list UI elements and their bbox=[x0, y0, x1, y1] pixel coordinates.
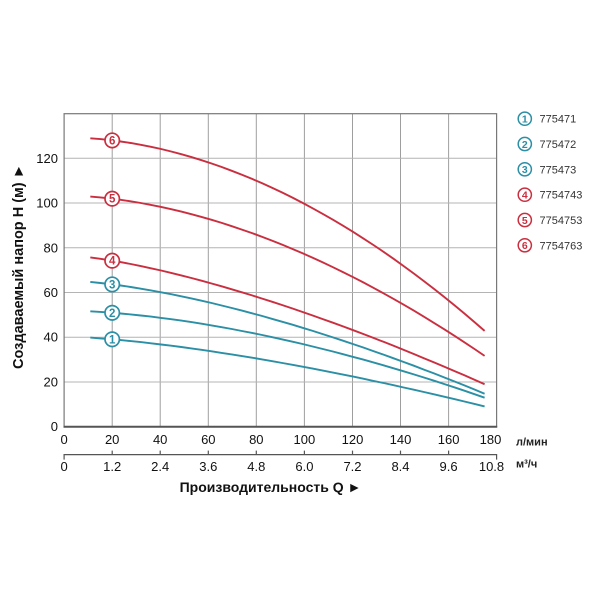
svg-text:20: 20 bbox=[105, 432, 119, 447]
svg-text:4.8: 4.8 bbox=[247, 459, 265, 474]
svg-text:7754753: 7754753 bbox=[540, 215, 583, 227]
svg-text:180: 180 bbox=[480, 432, 502, 447]
svg-text:100: 100 bbox=[294, 432, 316, 447]
svg-text:6: 6 bbox=[522, 240, 528, 252]
svg-text:6.0: 6.0 bbox=[295, 459, 313, 474]
svg-text:5: 5 bbox=[109, 194, 116, 206]
svg-text:0: 0 bbox=[51, 419, 58, 434]
svg-text:7754763: 7754763 bbox=[540, 240, 583, 252]
svg-text:120: 120 bbox=[36, 151, 58, 166]
svg-text:100: 100 bbox=[36, 196, 58, 211]
svg-text:7.2: 7.2 bbox=[343, 459, 361, 474]
svg-text:0: 0 bbox=[60, 432, 67, 447]
svg-text:20: 20 bbox=[44, 375, 58, 390]
svg-text:3: 3 bbox=[522, 164, 528, 176]
svg-text:3.6: 3.6 bbox=[199, 459, 217, 474]
svg-text:80: 80 bbox=[44, 240, 58, 255]
svg-text:775472: 775472 bbox=[540, 139, 577, 151]
svg-text:60: 60 bbox=[201, 432, 215, 447]
svg-text:10.8: 10.8 bbox=[479, 459, 504, 474]
svg-text:4: 4 bbox=[109, 256, 116, 268]
svg-text:Создаваемый напор H (м) ►: Создаваемый напор H (м) ► bbox=[11, 164, 27, 369]
svg-text:1: 1 bbox=[522, 114, 528, 126]
svg-text:120: 120 bbox=[342, 432, 364, 447]
svg-text:Производительность Q ►: Производительность Q ► bbox=[180, 479, 362, 495]
svg-text:160: 160 bbox=[438, 432, 460, 447]
svg-text:2.4: 2.4 bbox=[151, 459, 169, 474]
svg-text:м³/ч: м³/ч bbox=[516, 459, 537, 471]
svg-text:1.2: 1.2 bbox=[103, 459, 121, 474]
svg-text:2: 2 bbox=[109, 308, 115, 320]
svg-text:1: 1 bbox=[109, 334, 116, 346]
svg-text:2: 2 bbox=[522, 139, 528, 151]
svg-text:5: 5 bbox=[522, 215, 528, 227]
svg-text:0: 0 bbox=[60, 459, 67, 474]
svg-text:7754743: 7754743 bbox=[540, 190, 583, 202]
svg-text:6: 6 bbox=[109, 135, 115, 147]
svg-text:140: 140 bbox=[390, 432, 412, 447]
svg-text:775471: 775471 bbox=[540, 114, 577, 126]
svg-text:80: 80 bbox=[249, 432, 263, 447]
svg-text:л/мин: л/мин bbox=[516, 437, 548, 449]
svg-text:3: 3 bbox=[109, 279, 115, 291]
svg-text:8.4: 8.4 bbox=[391, 459, 409, 474]
svg-text:40: 40 bbox=[153, 432, 167, 447]
svg-text:4: 4 bbox=[522, 190, 528, 202]
svg-text:40: 40 bbox=[44, 330, 58, 345]
svg-text:775473: 775473 bbox=[540, 164, 577, 176]
svg-text:60: 60 bbox=[44, 285, 58, 300]
svg-text:9.6: 9.6 bbox=[440, 459, 458, 474]
